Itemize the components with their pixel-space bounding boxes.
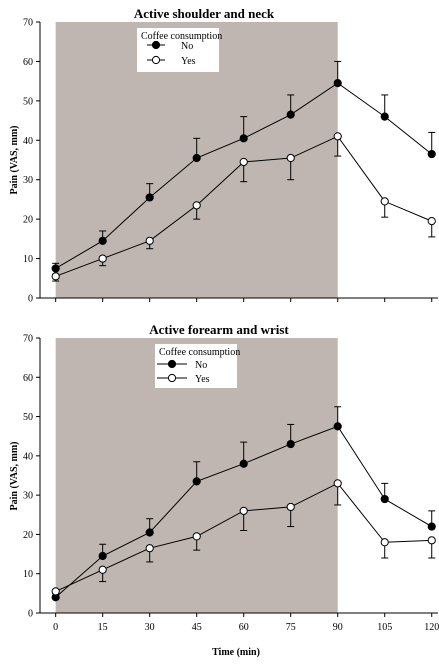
legend-title: Coffee consumption <box>159 347 240 358</box>
series-yes-point <box>192 201 201 210</box>
series-no-point <box>145 528 154 537</box>
axes <box>39 22 438 299</box>
y-axis-label: Pain (VAS, mm) <box>9 126 20 195</box>
y-ticks: 0 10 20 30 40 50 60 70 <box>23 334 40 620</box>
y-ticks: 0 10 20 30 40 50 60 70 <box>23 18 40 305</box>
x-ticks <box>55 298 433 302</box>
series-yes-point <box>286 502 295 512</box>
chart-panel-forearm-wrist: 0 10 20 30 40 50 60 70 0 15 30 45 60 75 90 105 120 Acti… <box>9 322 439 658</box>
series-yes-point <box>427 536 436 545</box>
y-tick-label: 20 <box>23 530 33 541</box>
series-yes-point <box>286 153 295 163</box>
x-axis-label: Time (min) <box>212 647 260 658</box>
series-no-point <box>239 134 248 143</box>
legend-marker-no <box>151 40 161 50</box>
y-tick-label: 70 <box>23 18 33 29</box>
x-tick-label: 0 <box>53 622 58 633</box>
x-tick-label: 75 <box>286 622 296 633</box>
y-tick-label: 50 <box>23 412 33 423</box>
series-yes-point <box>51 272 60 281</box>
series-yes-point <box>98 254 107 263</box>
series-no-point <box>51 264 60 273</box>
series-yes-point <box>239 506 248 515</box>
legend: Coffee consumption No Yes <box>155 344 240 388</box>
y-tick-label: 30 <box>23 491 33 502</box>
series-no-point <box>427 522 436 531</box>
series-no-point <box>333 79 342 88</box>
y-tick-label: 60 <box>23 373 33 384</box>
y-tick-label: 10 <box>23 254 33 265</box>
x-tick-label: 90 <box>333 622 343 633</box>
y-tick-label: 30 <box>23 175 33 186</box>
series-yes-point <box>333 479 342 488</box>
legend-marker-yes <box>151 55 161 65</box>
y-tick-label: 0 <box>28 294 33 305</box>
series-no-point <box>380 112 389 121</box>
legend-label-no: No <box>181 41 193 52</box>
data-points <box>51 422 436 602</box>
x-ticks: 0 15 30 45 60 75 90 105 120 <box>53 613 439 633</box>
series-no-point <box>286 439 295 449</box>
chart-title: Active forearm and wrist <box>149 322 289 337</box>
data-points <box>51 79 436 281</box>
x-tick-label: 45 <box>192 622 202 633</box>
x-tick-label: 105 <box>377 622 392 633</box>
y-tick-label: 60 <box>23 57 33 68</box>
series-yes-point <box>333 132 342 141</box>
legend-marker-yes <box>167 373 177 383</box>
y-tick-label: 0 <box>28 609 33 620</box>
legend-box <box>137 28 219 72</box>
x-tick-label: 15 <box>98 622 108 633</box>
y-tick-label: 10 <box>23 569 33 580</box>
series-no-point <box>333 422 342 431</box>
legend-title: Coffee consumption <box>141 31 222 42</box>
x-tick-label: 120 <box>424 622 439 633</box>
legend: Coffee consumption No Yes <box>137 28 222 72</box>
series-yes-point <box>380 538 389 547</box>
y-tick-label: 40 <box>23 136 33 147</box>
legend-marker-no <box>167 359 177 369</box>
series-no-point <box>192 477 201 486</box>
legend-label-no: No <box>195 360 207 371</box>
series-no-point <box>98 236 107 245</box>
series-yes-point <box>145 544 154 553</box>
series-yes-point <box>192 532 201 541</box>
series-yes-point <box>51 587 60 596</box>
y-tick-label: 70 <box>23 334 33 345</box>
y-tick-label: 50 <box>23 96 33 107</box>
series-no-point <box>427 149 436 159</box>
x-tick-label: 30 <box>145 622 155 633</box>
series-no-point <box>380 494 389 504</box>
y-tick-label: 40 <box>23 451 33 462</box>
y-tick-label: 20 <box>23 215 33 226</box>
series-no-point <box>145 193 154 202</box>
chart-panel-shoulder-neck: 0 10 20 30 40 50 60 70 Active shoulder and neck… <box>9 6 438 305</box>
series-no-point <box>98 551 107 561</box>
series-no-point <box>239 459 248 468</box>
x-tick-label: 60 <box>239 622 249 633</box>
legend-label-yes: Yes <box>181 56 196 67</box>
series-yes-point <box>380 197 389 206</box>
chart-title: Active shoulder and neck <box>134 6 275 21</box>
series-yes-point <box>239 157 248 167</box>
axes <box>39 338 438 614</box>
series-no-point <box>192 153 201 163</box>
series-no-point <box>286 110 295 119</box>
series-yes-point <box>145 236 154 245</box>
y-axis-label: Pain (VAS, mm) <box>9 442 20 511</box>
series-yes-point <box>427 217 436 226</box>
series-yes-point <box>98 565 107 574</box>
legend-label-yes: Yes <box>195 374 210 385</box>
